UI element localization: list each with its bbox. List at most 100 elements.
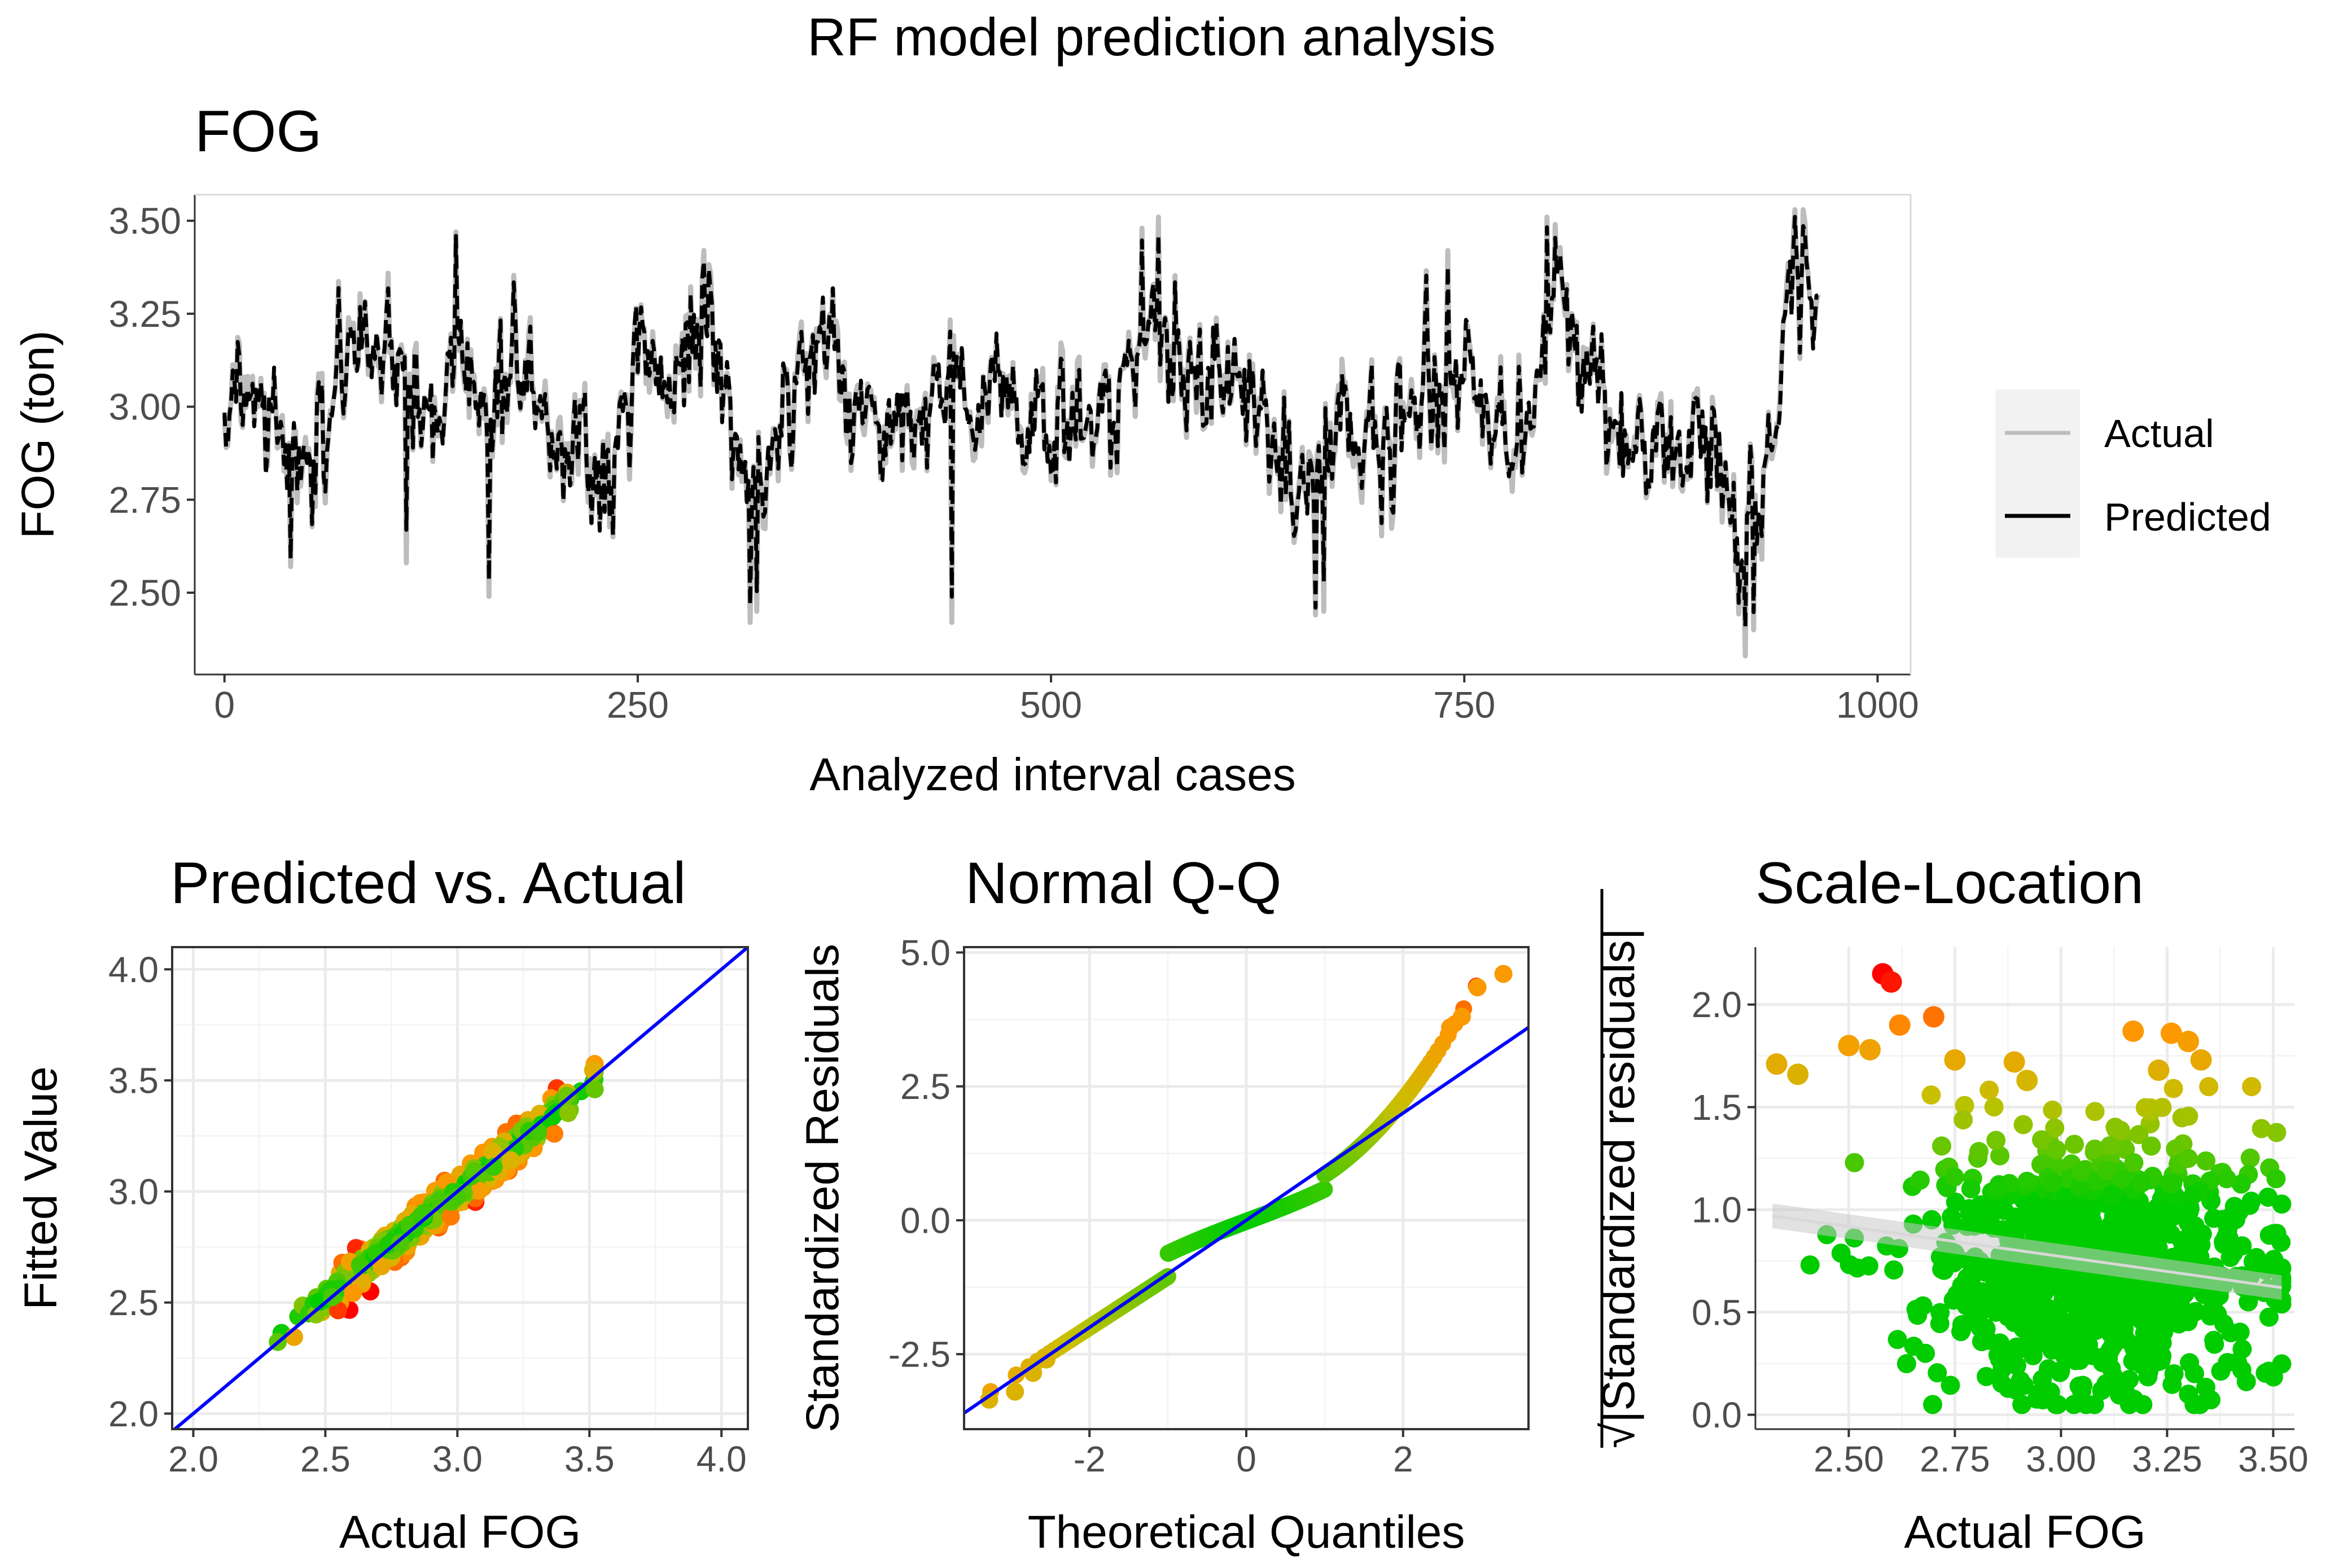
outlier-point xyxy=(2122,1020,2144,1042)
data-point xyxy=(2162,1374,2182,1394)
y-tick-label: 3.50 xyxy=(109,200,181,242)
data-point xyxy=(2231,1174,2251,1194)
data-point xyxy=(2179,1106,2198,1126)
data-point xyxy=(2043,1172,2063,1192)
grid-lines xyxy=(172,947,748,1429)
data-point xyxy=(1974,1199,1994,1219)
data-point xyxy=(2179,1202,2199,1221)
data-point xyxy=(2047,1140,2066,1160)
data-point xyxy=(2097,1353,2117,1373)
outlier-point xyxy=(1889,1014,1911,1036)
data-point xyxy=(470,1181,488,1200)
data-point xyxy=(1468,978,1487,997)
data-point xyxy=(2158,1297,2178,1317)
data-point xyxy=(2043,1100,2062,1120)
y-tick-label: 3.5 xyxy=(108,1061,159,1101)
data-point xyxy=(1944,1253,1964,1273)
normal-qq-chart: -2 0 2 -2.5 0.0 2.5 5.0 Normal Q-Q Theoretical Q… xyxy=(797,851,1530,1558)
data-point xyxy=(1930,1303,1950,1322)
x-tick-label: 2 xyxy=(1393,1439,1413,1479)
outlier-point xyxy=(1838,1035,1860,1057)
data-point xyxy=(2091,1231,2111,1251)
data-point xyxy=(1921,1085,1941,1105)
data-point xyxy=(2267,1224,2287,1243)
data-point xyxy=(585,1080,604,1098)
timeseries-chart: 0 250 500 750 1000 2.50 2.75 3.00 3.25 3.50 FOG Ana… xyxy=(12,99,2271,800)
outlier-point xyxy=(2003,1051,2025,1073)
x-tick-label: 2.0 xyxy=(168,1439,218,1479)
x-tick-label: 2.5 xyxy=(300,1439,351,1479)
data-point xyxy=(1994,1201,2014,1220)
data-point xyxy=(501,1151,520,1170)
data-point xyxy=(2102,1185,2122,1205)
data-point xyxy=(2032,1130,2052,1150)
data-point xyxy=(1961,1179,1981,1199)
data-point xyxy=(1992,1359,2012,1379)
smooth-line xyxy=(1772,1214,2282,1289)
data-point xyxy=(1800,1255,1820,1275)
data-point xyxy=(2112,1169,2131,1189)
data-point xyxy=(1979,1080,1999,1100)
data-point xyxy=(2148,1352,2168,1372)
x-tick-label: -2 xyxy=(1074,1439,1106,1479)
x-tick-label: 3.50 xyxy=(2238,1439,2309,1479)
data-point xyxy=(2023,1346,2043,1365)
data-point xyxy=(2266,1169,2286,1189)
data-point xyxy=(2070,1351,2090,1370)
y-tick-label: 2.0 xyxy=(1692,984,1742,1025)
data-point xyxy=(344,1284,362,1302)
data-point xyxy=(2129,1125,2149,1145)
data-point xyxy=(2109,1385,2129,1405)
y-tick-label: 2.5 xyxy=(900,1066,951,1107)
data-point xyxy=(2001,1285,2021,1305)
data-point xyxy=(2017,1171,2037,1191)
legend-label-predicted: Predicted xyxy=(2104,495,2271,539)
data-point xyxy=(2006,1380,2026,1400)
data-point xyxy=(2013,1115,2033,1135)
data-point xyxy=(2012,1395,2032,1414)
data-point xyxy=(2044,1335,2064,1355)
y-tick-label: 3.25 xyxy=(109,293,181,335)
data-point xyxy=(2201,1390,2220,1409)
x-tick-label: 0 xyxy=(1236,1439,1256,1479)
data-point xyxy=(1986,1131,2006,1150)
y-axis-title: Standardized Residuals xyxy=(797,944,848,1433)
data-point xyxy=(2135,1098,2155,1118)
data-point xyxy=(1941,1376,1960,1395)
data-point xyxy=(2085,1102,2105,1122)
x-tick-label: 3.0 xyxy=(432,1439,483,1479)
identity-line xyxy=(172,947,748,1429)
data-point xyxy=(2223,1243,2243,1263)
outlier-point xyxy=(1787,1063,1809,1085)
data-point xyxy=(1840,1255,1859,1274)
data-point xyxy=(2025,1328,2045,1347)
y-tick-label: 1.0 xyxy=(1692,1190,1742,1230)
chart-title: FOG xyxy=(195,99,322,164)
data-point xyxy=(2061,1280,2081,1300)
data-point xyxy=(2263,1367,2283,1387)
data-point xyxy=(558,1087,576,1105)
data-point xyxy=(2017,1194,2037,1214)
data-point xyxy=(2086,1277,2106,1297)
data-point xyxy=(2217,1169,2236,1189)
data-point xyxy=(2047,1206,2067,1225)
y-tick-label: 3.00 xyxy=(109,386,181,428)
data-point xyxy=(2204,1330,2224,1350)
x-tick-label: 1000 xyxy=(1836,684,1919,726)
outlier-point xyxy=(2160,1022,2182,1044)
x-tick-label: 2.75 xyxy=(1920,1439,1990,1479)
data-point xyxy=(1845,1153,1864,1172)
data-point xyxy=(1954,1110,1973,1130)
data-point xyxy=(1991,1262,2011,1281)
data-point xyxy=(1923,1395,1943,1414)
data-point xyxy=(1955,1096,1974,1115)
data-point xyxy=(2085,1139,2105,1159)
data-point xyxy=(1963,1261,1982,1281)
data-point xyxy=(2030,1269,2049,1289)
legend-key-background xyxy=(1995,389,2080,558)
data-point xyxy=(2259,1307,2279,1327)
data-point xyxy=(1946,1192,1965,1212)
legend: Actual Predicted xyxy=(1995,389,2271,558)
panel-border xyxy=(171,946,749,1430)
chart-title: Predicted vs. Actual xyxy=(170,851,686,916)
